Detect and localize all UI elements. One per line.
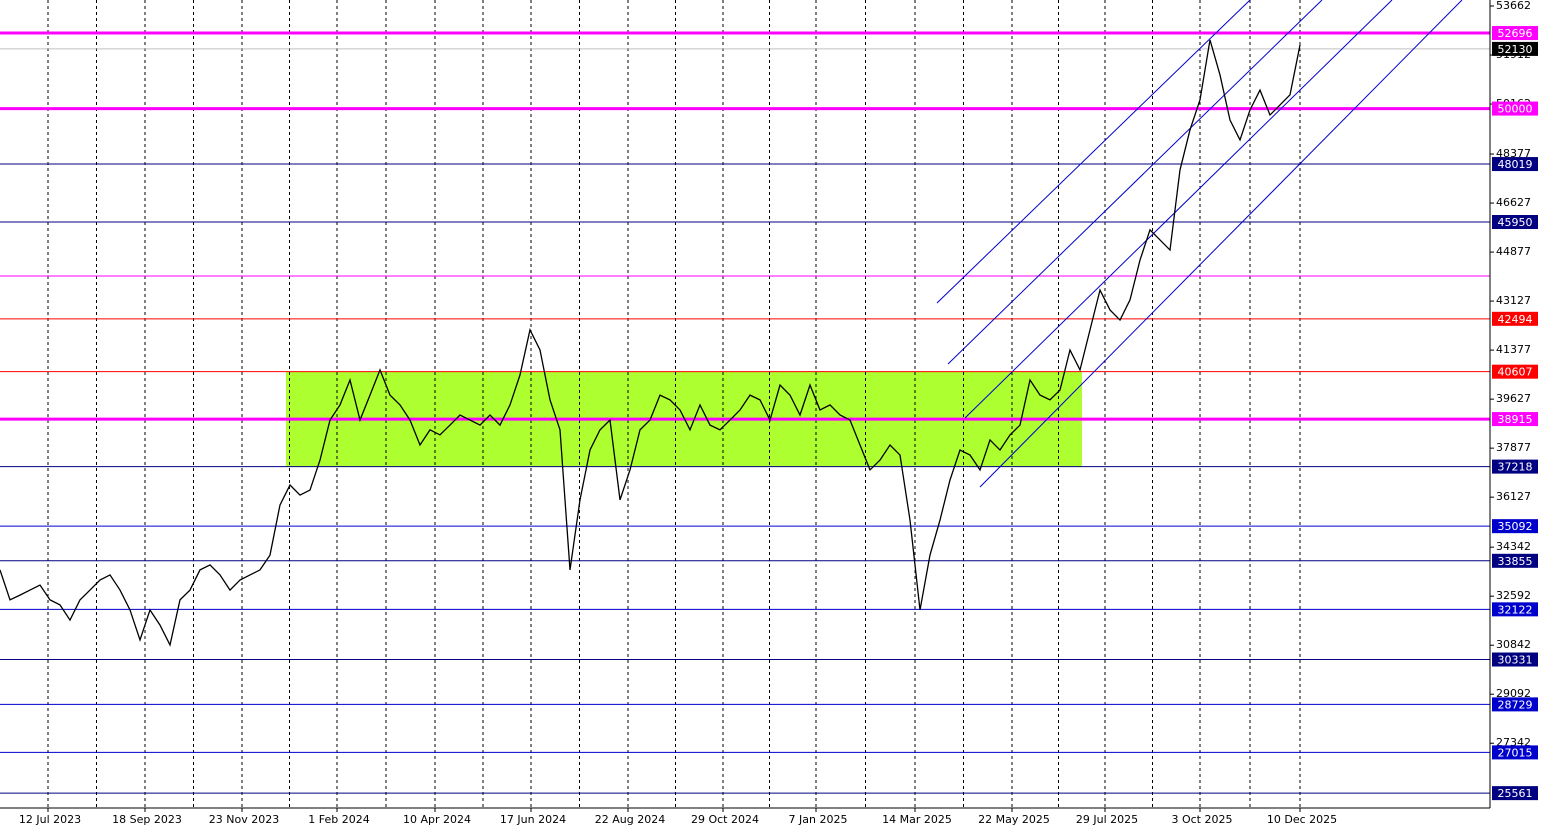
level-label: 35092 xyxy=(1498,520,1533,533)
level-label: 37218 xyxy=(1498,461,1533,474)
level-label-box xyxy=(1492,745,1538,760)
level-label-box xyxy=(1492,553,1538,568)
x-tick-label: 18 Sep 2023 xyxy=(112,813,182,826)
level-label-box xyxy=(1492,364,1538,379)
level-label-box xyxy=(1492,157,1538,172)
trend-channel xyxy=(936,0,1463,488)
channel-line xyxy=(979,0,1463,488)
level-label-box xyxy=(1492,41,1538,56)
x-tick-label: 22 Aug 2024 xyxy=(595,813,665,826)
channel-line xyxy=(936,0,1251,304)
y-tick-label: 30842 xyxy=(1496,638,1531,651)
level-label: 25561 xyxy=(1498,787,1533,800)
level-label-box xyxy=(1492,459,1538,474)
level-label-box xyxy=(1492,412,1538,427)
y-tick-label: 53662 xyxy=(1496,0,1531,12)
level-label-box xyxy=(1492,602,1538,617)
y-tick-label: 36127 xyxy=(1496,490,1531,503)
y-tick-label: 41377 xyxy=(1496,343,1531,356)
level-label: 33855 xyxy=(1498,555,1533,568)
x-tick-label: 22 May 2025 xyxy=(978,813,1050,826)
level-label: 42494 xyxy=(1498,313,1533,326)
x-tick-label: 29 Jul 2025 xyxy=(1076,813,1138,826)
level-label: 30331 xyxy=(1498,654,1533,667)
level-label: 52130 xyxy=(1498,43,1533,56)
y-tick-label: 46627 xyxy=(1496,196,1531,209)
y-tick-label: 43127 xyxy=(1496,294,1531,307)
level-label-box xyxy=(1492,26,1538,41)
channel-line xyxy=(964,0,1393,419)
x-tick-label: 12 Jul 2023 xyxy=(19,813,81,826)
price-line xyxy=(0,39,1301,647)
x-tick-label: 29 Oct 2024 xyxy=(691,813,759,826)
level-label-box xyxy=(1492,215,1538,230)
y-tick-label: 32592 xyxy=(1496,589,1531,602)
y-tick-label: 39627 xyxy=(1496,392,1531,405)
x-tick-label: 10 Apr 2024 xyxy=(403,813,471,826)
level-label-box xyxy=(1492,652,1538,667)
level-label: 48019 xyxy=(1498,158,1533,171)
channel-line xyxy=(947,0,1323,365)
level-label-box xyxy=(1492,101,1538,116)
x-tick-label: 17 Jun 2024 xyxy=(500,813,566,826)
x-tick-label: 7 Jan 2025 xyxy=(789,813,848,826)
level-label: 38915 xyxy=(1498,413,1533,426)
level-label-box xyxy=(1492,786,1538,801)
level-label: 45950 xyxy=(1498,216,1533,229)
level-label: 52696 xyxy=(1498,27,1533,40)
y-tick-label: 34342 xyxy=(1496,540,1531,553)
level-label: 27015 xyxy=(1498,746,1533,759)
level-label: 32122 xyxy=(1498,603,1533,616)
x-tick-label: 1 Feb 2024 xyxy=(308,813,369,826)
level-label: 50000 xyxy=(1498,103,1533,116)
x-tick-label: 14 Mar 2025 xyxy=(882,813,952,826)
level-label-box xyxy=(1492,519,1538,534)
x-tick-label: 3 Oct 2025 xyxy=(1171,813,1232,826)
level-label: 28729 xyxy=(1498,698,1533,711)
x-tick-label: 10 Dec 2025 xyxy=(1267,813,1337,826)
level-label-box xyxy=(1492,697,1538,712)
y-tick-label: 44877 xyxy=(1496,245,1531,258)
y-tick-label: 37877 xyxy=(1496,441,1531,454)
y-tick-label: 29092 xyxy=(1496,687,1531,700)
x-tick-label: 23 Nov 2023 xyxy=(209,813,279,826)
y-tick-label: 48377 xyxy=(1496,147,1531,160)
level-label: 40607 xyxy=(1498,366,1533,379)
level-label-box xyxy=(1492,311,1538,326)
